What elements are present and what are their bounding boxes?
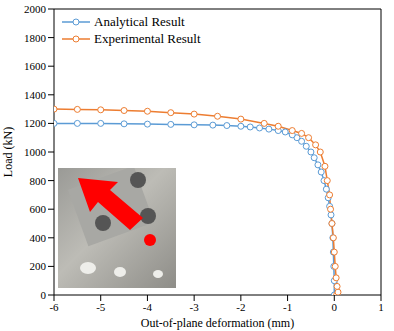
svg-text:0: 0 — [332, 301, 338, 313]
svg-text:1800: 1800 — [24, 32, 47, 44]
svg-text:2000: 2000 — [24, 3, 47, 15]
html-text:Analytical Result: Analytical Result — [94, 13, 185, 29]
svg-text:-6: -6 — [49, 301, 59, 313]
svg-text:Out-of-plane deformation (mm): Out-of-plane deformation (mm) — [141, 316, 294, 330]
svg-text:1000: 1000 — [24, 146, 47, 158]
svg-text:-4: -4 — [143, 301, 153, 313]
html-text:Experimental Result: Experimental Result — [94, 30, 201, 46]
svg-text:Load (kN): Load (kN) — [1, 127, 15, 177]
svg-text:1200: 1200 — [24, 117, 47, 129]
svg-text:-5: -5 — [96, 301, 106, 313]
svg-text:-2: -2 — [236, 301, 245, 313]
svg-text:1: 1 — [378, 301, 384, 313]
svg-text:-1: -1 — [283, 301, 292, 313]
svg-text:200: 200 — [30, 260, 47, 272]
svg-text:1400: 1400 — [24, 89, 47, 101]
svg-text:1600: 1600 — [24, 60, 47, 72]
svg-text:0: 0 — [41, 289, 47, 301]
svg-text:600: 600 — [30, 203, 47, 215]
svg-text:400: 400 — [30, 232, 47, 244]
svg-text:-3: -3 — [190, 301, 200, 313]
svg-text:800: 800 — [30, 175, 47, 187]
